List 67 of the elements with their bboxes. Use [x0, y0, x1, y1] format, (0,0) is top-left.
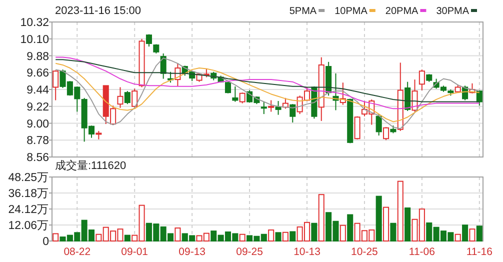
bar	[275, 232, 282, 242]
candlestick	[268, 100, 274, 112]
bar	[469, 228, 476, 242]
bar	[340, 224, 346, 242]
x-tick-label: 09-01	[121, 246, 148, 258]
legend-label: 30PMA	[436, 6, 470, 17]
y-tick-label: 9.88	[26, 50, 49, 63]
y-tick-label: 48.25万	[8, 171, 49, 184]
candlestick	[418, 69, 425, 91]
bar	[390, 222, 396, 242]
bar	[311, 222, 318, 242]
y-tick-label: 9.22	[26, 101, 49, 114]
candlestick	[290, 104, 296, 123]
y-tick-label: 10.10	[20, 34, 49, 46]
candlestick	[153, 44, 160, 54]
candlestick	[383, 126, 390, 141]
candlestick	[260, 101, 267, 115]
candlestick	[412, 79, 418, 112]
bar	[462, 224, 468, 242]
candlestick	[124, 90, 130, 105]
bar	[376, 196, 382, 242]
y-tick-label: 8.78	[26, 135, 49, 148]
x-tick-label: 08-22	[64, 246, 91, 258]
y-tick-label: 36.18万	[8, 187, 49, 200]
candlestick	[354, 116, 360, 140]
candlestick	[404, 81, 411, 112]
chart-title: 2023-11-16 15:00	[55, 5, 142, 17]
bar	[318, 194, 324, 242]
bar	[476, 226, 482, 242]
bar	[404, 207, 411, 242]
legend-label: 10PMA	[334, 6, 368, 17]
bar	[239, 234, 246, 242]
bar	[397, 180, 404, 242]
y-tick-label: 9.00	[26, 118, 49, 130]
x-tick-label: 11-06	[408, 246, 436, 258]
y-tick-label: 24.12万	[8, 203, 49, 216]
y-tick-label: 10.32	[20, 17, 49, 29]
bar	[347, 214, 354, 242]
candlestick	[117, 86, 124, 108]
candlestick	[146, 34, 152, 48]
y-tick-label: 12.06万	[8, 219, 49, 232]
y-tick-label: 0	[42, 236, 49, 248]
candlestick	[132, 88, 138, 108]
candlestick	[376, 114, 382, 136]
x-tick-label: 09-13	[178, 246, 206, 258]
candlestick	[239, 92, 246, 104]
bar	[282, 232, 288, 242]
x-tick-label: 10-13	[294, 246, 321, 258]
chart-title: 成交量:111620	[55, 159, 126, 172]
bar	[268, 229, 274, 242]
candlestick	[476, 90, 482, 106]
bar	[383, 206, 390, 242]
x-tick-label: 11-16	[466, 246, 493, 258]
x-tick-label: 09-25	[236, 246, 264, 258]
bar	[454, 234, 461, 242]
y-tick-label: 9.66	[26, 68, 49, 80]
bar	[52, 233, 59, 242]
candlestick	[232, 86, 238, 102]
legend-label: 20PMA	[385, 6, 419, 17]
y-tick-label: 9.44	[26, 84, 50, 96]
bar	[124, 234, 130, 242]
x-tick-label: 10-25	[351, 246, 378, 258]
bar	[290, 231, 296, 242]
y-tick-label: 8.56	[26, 152, 49, 164]
candlestick	[275, 100, 282, 116]
legend-label: 5PMA	[289, 6, 317, 17]
bar	[174, 228, 181, 242]
